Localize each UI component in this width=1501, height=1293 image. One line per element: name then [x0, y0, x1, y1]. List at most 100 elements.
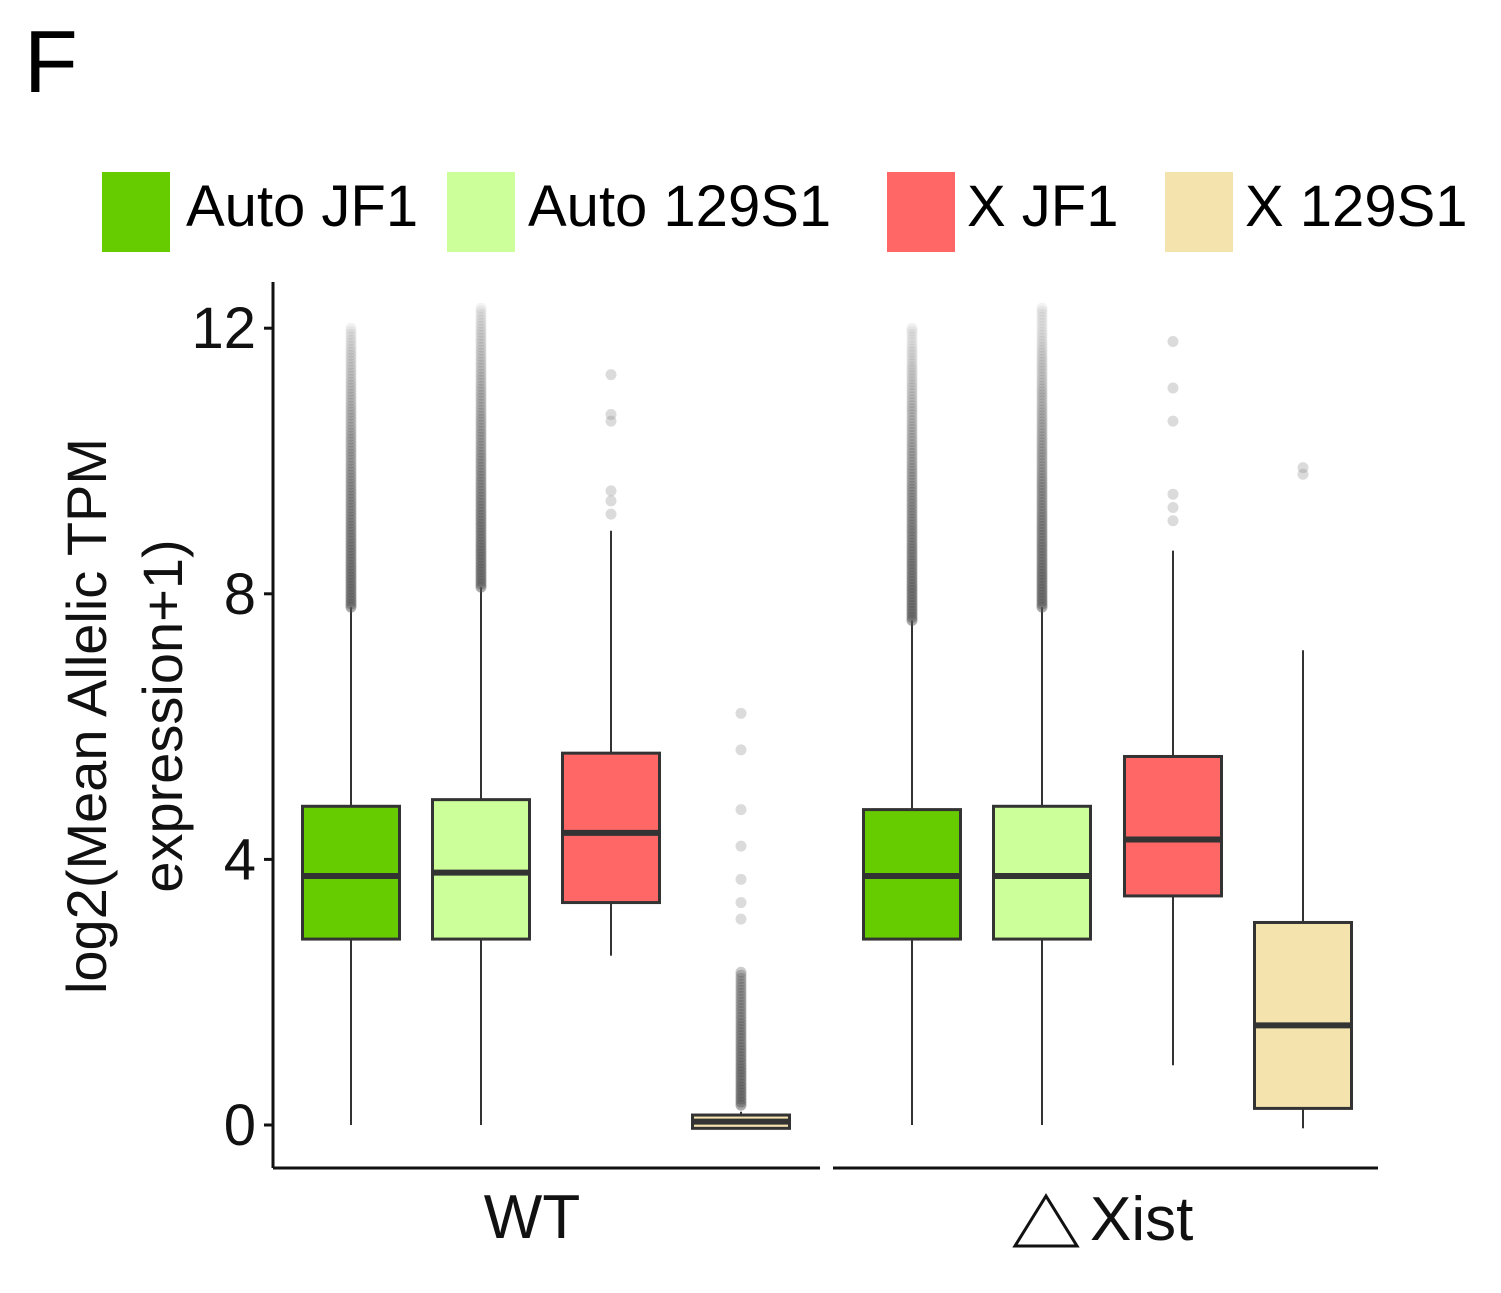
- outlier-point: [475, 374, 487, 386]
- outlier-point: [906, 373, 918, 385]
- outlier-point: [475, 488, 487, 500]
- group-labels: WT Xist: [484, 1183, 1194, 1254]
- outlier-point: [1036, 335, 1048, 347]
- box-wt-x-129s1: [691, 707, 791, 1130]
- outlier-point: [906, 564, 918, 576]
- outlier-point: [475, 512, 487, 524]
- outlier-point: [1036, 580, 1048, 592]
- outlier-point: [1036, 362, 1048, 374]
- outlier-point: [475, 308, 487, 320]
- outlier-point: [906, 358, 918, 370]
- outlier-point: [345, 343, 357, 355]
- outlier-point: [1036, 556, 1048, 568]
- outlier-point: [475, 404, 487, 416]
- outlier-point: [475, 419, 487, 431]
- outlier-point: [906, 328, 918, 340]
- outlier-point: [475, 566, 487, 578]
- outlier-point: [345, 550, 357, 562]
- outlier-point: [906, 403, 918, 415]
- box-wt-auto-jf1: [301, 322, 401, 1125]
- outlier-point: [475, 338, 487, 350]
- outlier-point: [906, 444, 918, 456]
- outlier-point: [345, 403, 357, 415]
- outlier-point: [906, 507, 918, 519]
- outlier-point: [906, 346, 918, 358]
- outlier-point: [906, 602, 918, 614]
- outlier-point: [1036, 547, 1048, 559]
- outlier-point: [345, 340, 357, 352]
- outlier-point: [1036, 482, 1048, 494]
- outlier-point: [1036, 458, 1048, 470]
- outlier-point: [906, 605, 918, 617]
- outlier-point: [475, 347, 487, 359]
- outlier-point: [345, 547, 357, 559]
- outlier-point: [1036, 338, 1048, 350]
- outlier-point: [906, 334, 918, 346]
- outlier-point: [475, 446, 487, 458]
- outlier-point: [906, 599, 918, 611]
- outlier-point: [1036, 541, 1048, 553]
- outlier-point: [906, 492, 918, 504]
- outlier-point: [735, 1087, 747, 1099]
- outlier-point: [906, 489, 918, 501]
- outlier-point: [345, 412, 357, 424]
- outlier-point: [345, 382, 357, 394]
- outlier-point: [345, 544, 357, 556]
- outlier-point: [906, 501, 918, 513]
- outlier-point: [475, 341, 487, 353]
- outlier-point: [345, 502, 357, 514]
- y-ticks: 0 4 8 12: [191, 296, 273, 1158]
- outlier-point: [345, 553, 357, 565]
- outlier-point: [906, 498, 918, 510]
- outlier-point: [345, 415, 357, 427]
- outlier-point: [475, 506, 487, 518]
- outlier-point: [1167, 488, 1179, 500]
- outlier-point: [735, 1069, 747, 1081]
- outlier-point: [345, 334, 357, 346]
- legend-label-x-129s1: X 129S1: [1245, 174, 1468, 239]
- outlier-point: [906, 385, 918, 397]
- outlier-point: [345, 400, 357, 412]
- outlier-point: [906, 585, 918, 597]
- outlier-point: [1036, 332, 1048, 344]
- outlier-point: [906, 570, 918, 582]
- outlier-point: [475, 443, 487, 455]
- outlier-point: [475, 554, 487, 566]
- outlier-point: [735, 999, 747, 1011]
- outlier-point: [345, 538, 357, 550]
- outlier-point: [345, 523, 357, 535]
- outlier-point: [906, 453, 918, 465]
- outlier-point: [345, 496, 357, 508]
- outlier-point: [906, 435, 918, 447]
- outlier-point: [345, 355, 357, 367]
- outlier-point: [1036, 434, 1048, 446]
- outlier-point: [1036, 428, 1048, 440]
- outlier-point: [345, 418, 357, 430]
- outlier-point: [345, 559, 357, 571]
- outlier-point: [735, 1090, 747, 1102]
- outlier-point: [1036, 308, 1048, 320]
- outlier-point: [735, 1057, 747, 1069]
- outlier-point: [475, 575, 487, 587]
- outlier-point: [906, 477, 918, 489]
- outlier-point: [1036, 311, 1048, 323]
- outlier-point: [1036, 344, 1048, 356]
- outlier-point: [906, 513, 918, 525]
- outlier-point: [906, 522, 918, 534]
- outlier-point: [906, 504, 918, 516]
- outlier-point: [475, 434, 487, 446]
- outlier-point: [1036, 461, 1048, 473]
- legend-label-x-jf1: X JF1: [967, 174, 1119, 239]
- outlier-point: [475, 449, 487, 461]
- outlier-point: [735, 996, 747, 1008]
- outlier-point: [735, 969, 747, 981]
- outlier-point: [906, 421, 918, 433]
- outlier-point: [475, 422, 487, 434]
- outlier-point: [475, 470, 487, 482]
- outlier-point: [1036, 398, 1048, 410]
- outlier-point: [1036, 383, 1048, 395]
- outlier-point: [475, 380, 487, 392]
- outlier-point: [1036, 329, 1048, 341]
- outlier-point: [906, 471, 918, 483]
- outlier-point: [906, 447, 918, 459]
